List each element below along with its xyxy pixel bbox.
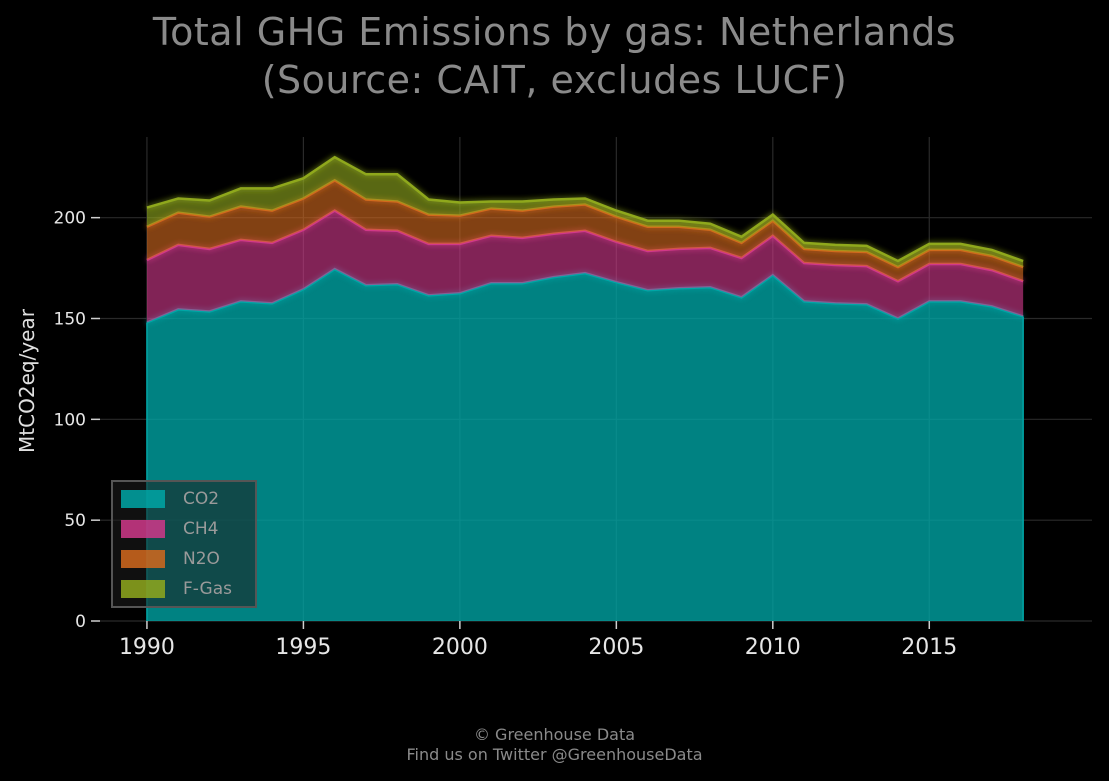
x-tick-label-1990: 1990 xyxy=(119,635,175,660)
area-n2o xyxy=(146,180,1024,282)
legend-label-f-gas: F-Gas xyxy=(183,579,232,599)
legend-label-n2o: N2O xyxy=(183,549,220,569)
area-edge-f-gas xyxy=(146,155,1024,263)
y-tick-label-50: 50 xyxy=(64,511,86,531)
legend-item-n2o: N2O xyxy=(121,548,220,570)
legend-item-f-gas: F-Gas xyxy=(121,578,232,600)
axes: 0 50 100 150 200 1990 1995 2000 2005 2010 2015 xyxy=(54,209,958,660)
y-tick-label-100: 100 xyxy=(54,410,86,430)
legend-item-ch4: CH4 xyxy=(121,518,218,540)
x-tick-label-2010: 2010 xyxy=(745,635,801,660)
stacked-areas xyxy=(146,155,1024,621)
chart-title-line-1: Total GHG Emissions by gas: Netherlands xyxy=(152,10,957,54)
x-tick-label-2000: 2000 xyxy=(432,635,488,660)
y-tick-label-150: 150 xyxy=(54,310,86,330)
y-tick-label-0: 0 xyxy=(75,612,86,632)
legend-label-ch4: CH4 xyxy=(183,519,219,539)
footer-twitter: Find us on Twitter @GreenhouseData xyxy=(406,745,703,764)
legend-swatch-ch4 xyxy=(121,520,165,538)
area-co2 xyxy=(146,269,1024,621)
legend-swatch-f-gas xyxy=(121,580,165,598)
area-f-gas xyxy=(146,157,1024,268)
footer-credit: © Greenhouse Data Find us on Twitter @Gr… xyxy=(0,725,1109,765)
chart-legend: CO2 CH4 N2O F-Gas xyxy=(111,480,257,608)
area-ch4 xyxy=(146,210,1024,323)
x-tick-label-2015: 2015 xyxy=(901,635,957,660)
legend-swatch-n2o xyxy=(121,550,165,568)
legend-swatch-co2 xyxy=(121,490,165,508)
footer-copyright: © Greenhouse Data xyxy=(473,725,636,744)
x-tick-label-1995: 1995 xyxy=(275,635,331,660)
y-tick-label-200: 200 xyxy=(54,209,86,229)
legend-label-co2: CO2 xyxy=(183,489,220,509)
x-tick-label-2005: 2005 xyxy=(588,635,644,660)
chart-title: Total GHG Emissions by gas: Netherlands … xyxy=(0,8,1109,104)
chart-title-line-2: (Source: CAIT, excludes LUCF) xyxy=(261,58,848,102)
legend-item-co2: CO2 xyxy=(121,488,219,510)
